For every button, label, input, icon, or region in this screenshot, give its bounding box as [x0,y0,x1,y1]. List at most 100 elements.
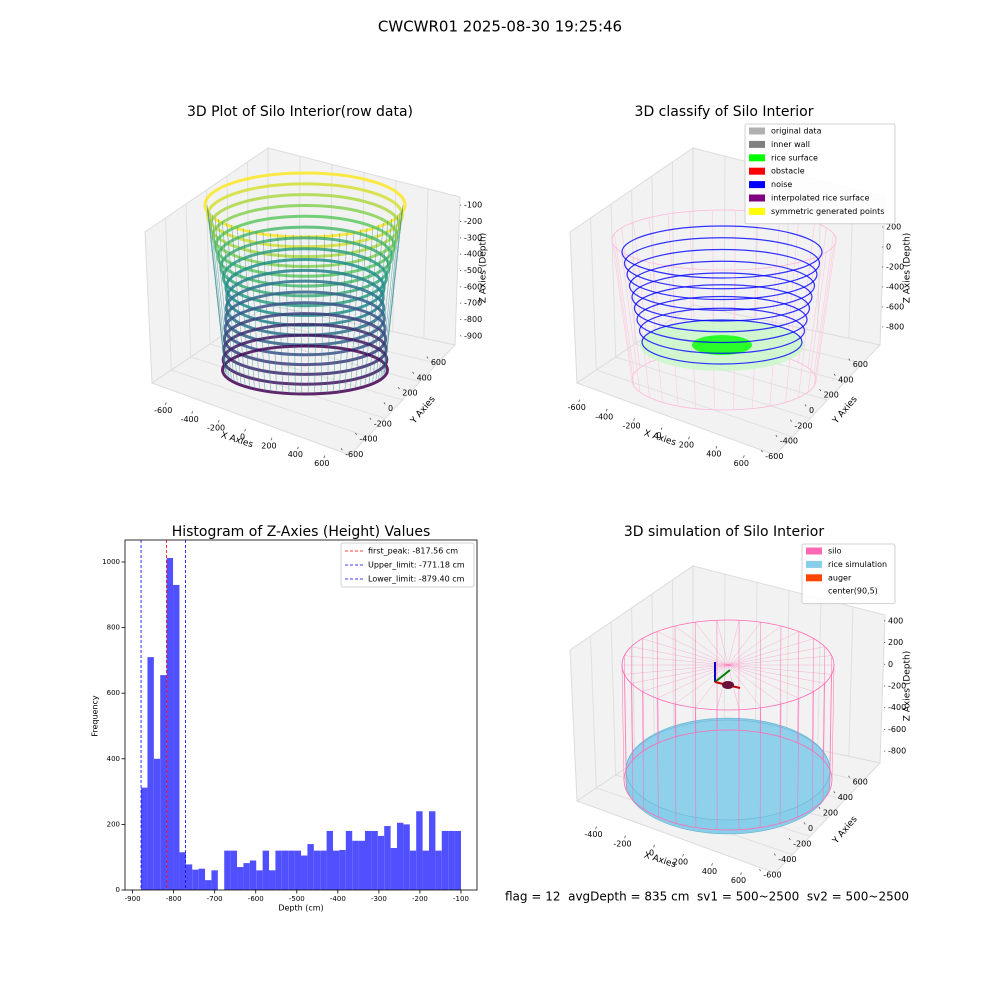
bar [160,675,167,890]
bar [416,811,423,890]
footer: flag = 12 avgDepth = 835 cm sv1 = 500~25… [505,890,909,904]
decoration [216,225,394,288]
decoration [326,233,333,394]
x-tick-label: -800 [166,895,182,903]
decoration [621,664,625,781]
bar [409,850,417,890]
decoration [300,234,303,394]
tick-mark [773,853,776,856]
pane-grid [171,369,368,438]
tick-mark [397,386,400,390]
bar [358,840,366,890]
bar [422,850,429,890]
legend-label: obstacle [771,167,805,176]
tick-mark [297,446,299,450]
chart-title: 3D classify of Silo Interior [635,104,814,120]
decoration [372,221,389,383]
decoration [759,622,762,733]
decoration [222,312,388,367]
tick-mark [578,399,581,403]
y-tick-label: 200 [824,391,839,400]
x-tick-label: 600 [731,876,746,885]
x-tick-label: -300 [371,895,387,903]
decoration [813,233,834,374]
decoration [380,214,399,378]
decoration [811,691,815,810]
decoration [797,698,800,818]
y-tick-label: -400 [778,855,796,864]
decoration [242,228,255,389]
bar [256,870,263,890]
bar [384,826,391,890]
pane-grid [631,189,636,345]
chart-title: Histogram of Z-Axies (Height) Values [172,524,431,540]
bar [288,850,295,890]
decoration [674,664,729,705]
decoration [822,683,826,801]
decoration [727,646,825,666]
tick-mark [412,371,415,374]
decoration [621,252,641,393]
decoration [727,622,761,666]
decoration [631,646,729,666]
x-tick-label: 600 [314,459,329,468]
bar [320,850,327,890]
x-tick-label: -100 [453,895,469,903]
y-tick-label: -600 [345,450,363,459]
decoration [621,225,823,279]
decoration [656,664,729,699]
decoration [231,224,246,386]
z-tick-label: -800 [464,315,482,324]
x-tick-label: 400 [288,450,303,459]
decoration [641,691,645,810]
y-tick-label: 200 [107,820,120,828]
bar [166,558,174,890]
decoration [779,703,782,824]
bar [173,584,180,890]
pane-grid [754,582,758,737]
decoration [355,228,368,389]
tick-mark [688,436,690,440]
axis-label: Y Axies [408,394,437,426]
decoration [285,234,290,394]
z-tick-label: -400 [886,283,904,292]
bar [281,850,289,890]
tick-mark [355,432,357,436]
axis-label: Frequency [91,695,100,737]
tick-mark [803,822,806,825]
decoration [211,214,230,378]
legend-swatch [749,127,765,135]
bar [454,830,461,890]
suptitle: CWCWR01 2025-08-30 19:25:46 [378,18,622,36]
decoration [829,674,832,791]
decoration [779,626,782,737]
tick-mark [660,427,663,431]
bar [365,830,372,890]
legend-swatch [806,560,822,568]
decoration [383,209,403,374]
decoration [727,664,761,708]
z-tick-label: 0 [886,243,891,252]
legend-label: rice simulation [828,560,887,569]
bar [448,830,455,890]
decoration [642,664,729,692]
y-tick-label: -200 [374,419,392,428]
bar [269,870,276,890]
decoration [625,719,831,821]
decoration [727,664,814,692]
legend-label: Lower_limit: -879.40 cm [368,575,465,584]
decoration [727,625,782,666]
decoration [695,664,729,708]
decoration [638,307,806,354]
x-tick-label: -700 [207,895,223,903]
x-tick-label: -600 [248,895,264,903]
pane-grid [590,635,597,789]
decoration [815,239,837,381]
x-tick-label: -200 [622,422,640,431]
x-tick-label: -200 [207,424,225,433]
x-tick-label: 200 [673,858,688,867]
y-tick-label: 200 [823,808,838,817]
y-tick-label: 0 [388,404,393,413]
decoration [727,620,740,666]
pane-grid [596,369,793,438]
